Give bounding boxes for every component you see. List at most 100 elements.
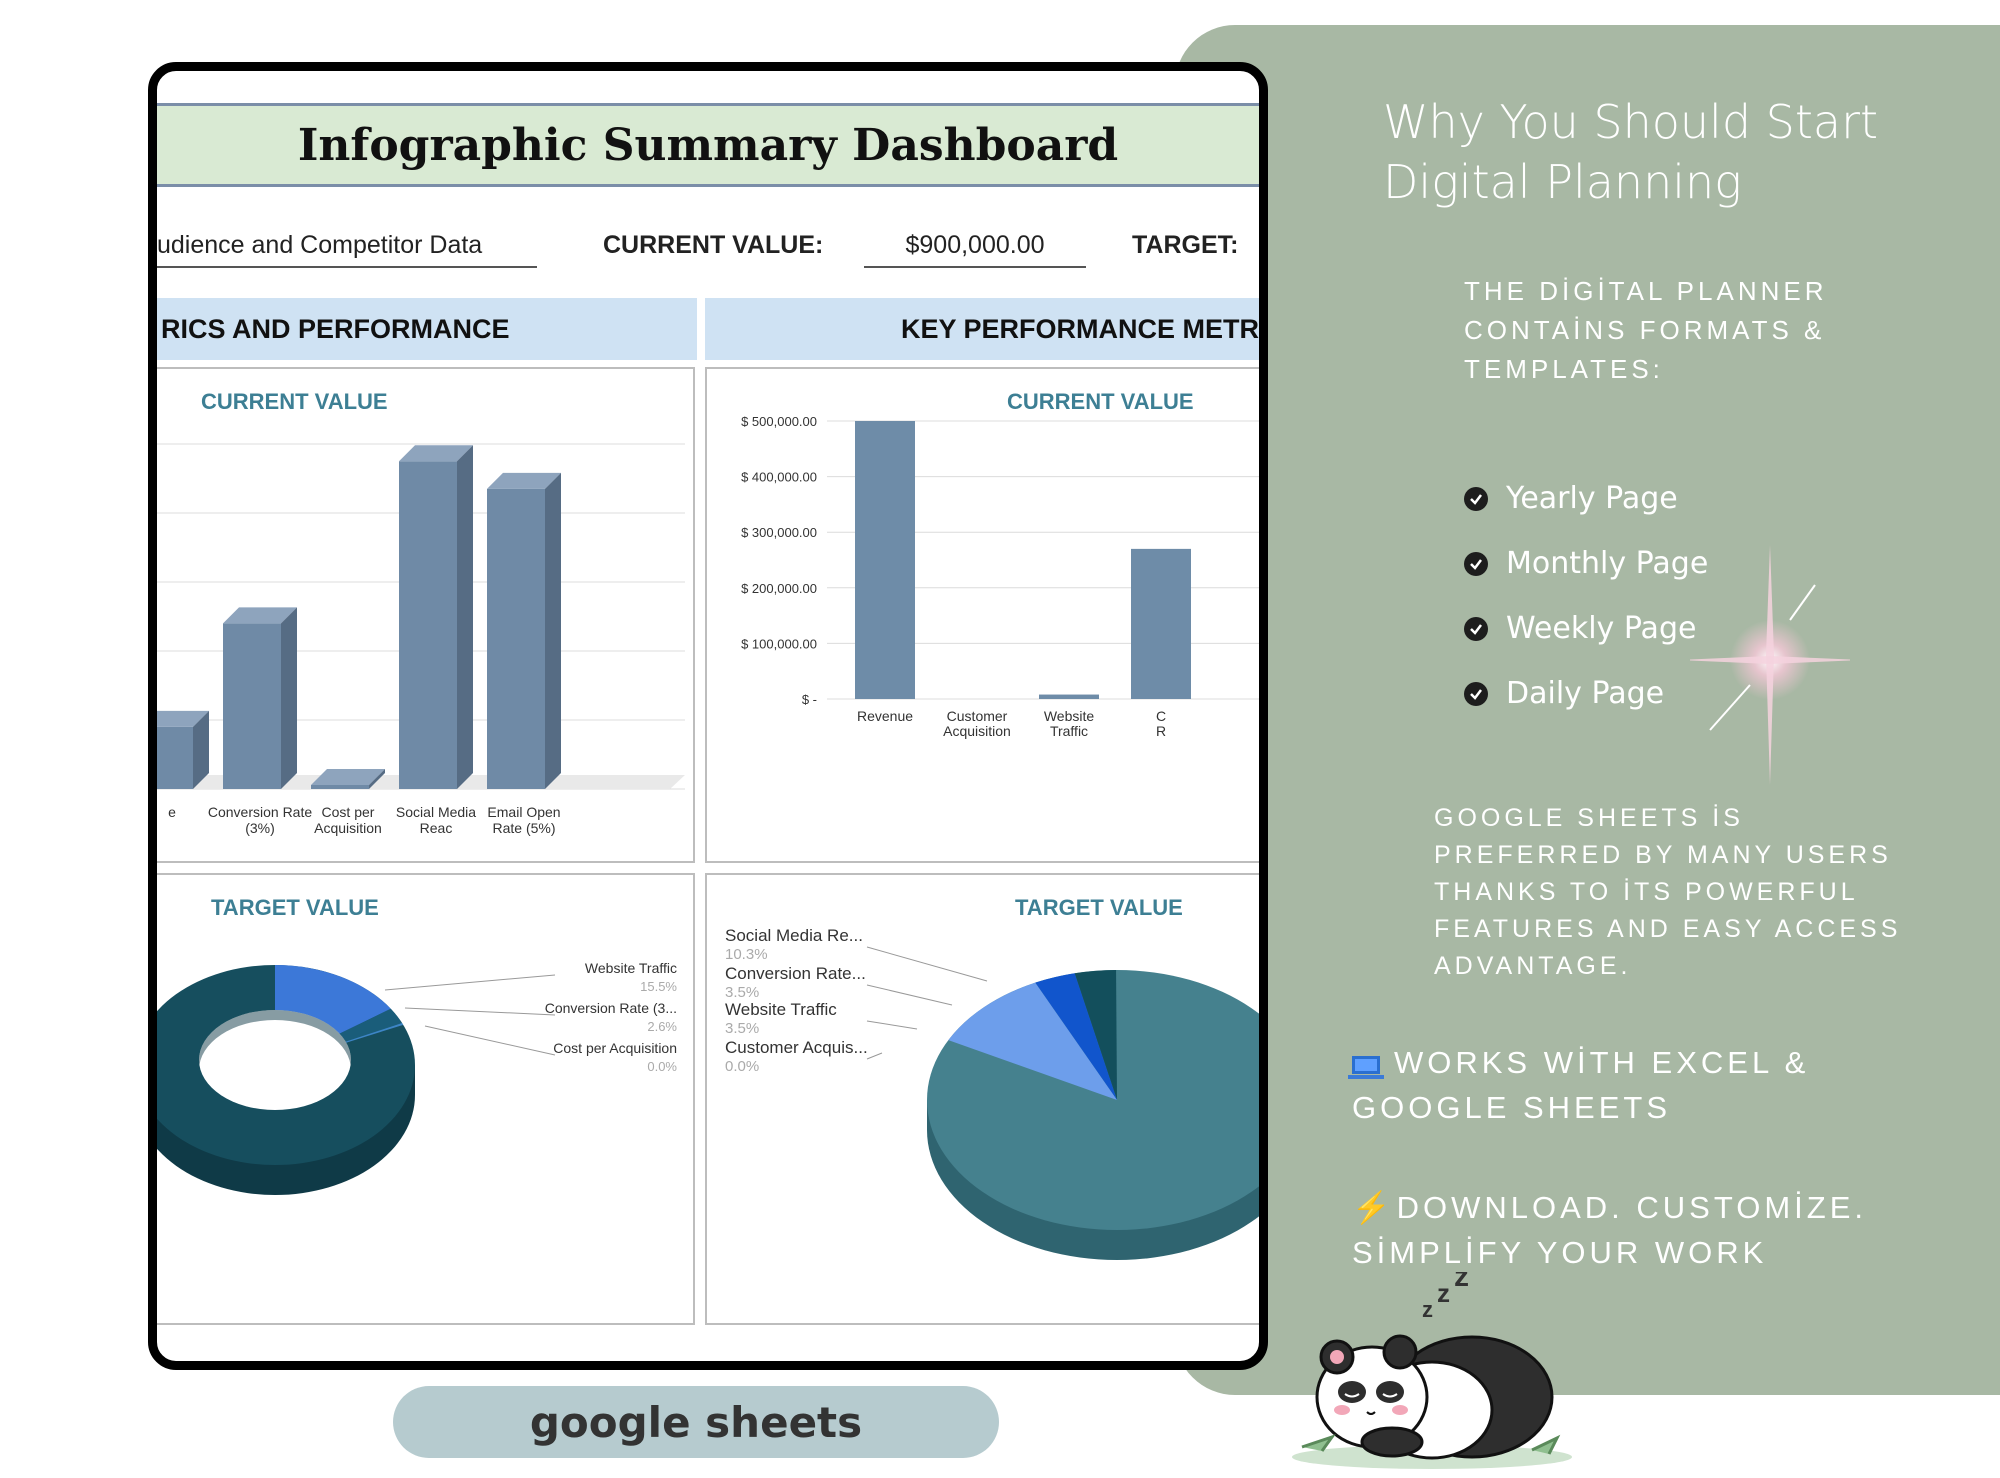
works-with-text: WORKS WİTH EXCEL & GOOGLE SHEETS xyxy=(1352,1045,1810,1125)
svg-text:z: z xyxy=(1437,1278,1450,1308)
bar xyxy=(1039,694,1099,699)
target-label: TARGET: xyxy=(1132,231,1239,259)
donut-chart-left: Website Traffic 15.5% Conversion Rate (3..… xyxy=(157,960,677,1195)
legend-label: Cost per Acquisition xyxy=(553,1040,677,1056)
feature-label: Daily Page xyxy=(1506,676,1665,711)
chart-title: TARGET VALUE xyxy=(211,895,379,920)
info-row: udience and Competitor Data CURRENT VALU… xyxy=(157,231,1259,291)
laptop-icon xyxy=(1348,1055,1384,1079)
bar xyxy=(855,421,915,699)
bar-top xyxy=(157,710,209,727)
current-value-field[interactable]: $900,000.00 xyxy=(864,231,1086,268)
y-tick-label: $ 400,000.00 xyxy=(741,470,817,485)
chart-panel-current-left: CURRENT VALUE e Conversion Rate (3%) Cost p… xyxy=(157,367,695,863)
bar-top xyxy=(487,472,561,489)
list-item: Weekly Page xyxy=(1464,596,1708,661)
side-title: Why You Should Start Digital Planning xyxy=(1383,95,1879,209)
value-label: 0.0% xyxy=(725,1058,759,1075)
panda-illustration: z z z xyxy=(1292,1272,1572,1469)
chart-panel-target-left: TARGET VALUE Website Traffic 15.5% Convers… xyxy=(157,873,695,1325)
leader-line xyxy=(866,1052,883,1060)
bar-chart-right: $ 500,000.00 $ 400,000.00 $ 300,000.00 $ 20… xyxy=(741,414,1259,739)
badge-label: google sheets xyxy=(529,1397,863,1447)
value-label: 3.5% xyxy=(725,984,759,1001)
y-tick-label: $ 100,000.00 xyxy=(741,636,817,651)
bar-side xyxy=(281,607,297,789)
pie-slice xyxy=(948,982,1117,1100)
legend-label: Customer Acquis... xyxy=(725,1038,868,1057)
current-value-label: CURRENT VALUE: xyxy=(603,231,824,259)
google-sheets-badge: google sheets xyxy=(393,1386,999,1458)
section-header-left-label: RICS AND PERFORMANCE xyxy=(161,313,510,344)
bar-side xyxy=(457,445,473,789)
bar xyxy=(487,488,545,789)
legend-label: Conversion Rate (3... xyxy=(545,1000,677,1016)
data-label: udience and Competitor Data xyxy=(157,231,537,268)
legend-label: Website Traffic xyxy=(585,960,677,976)
side-panel xyxy=(1175,25,2000,1395)
chart-title: CURRENT VALUE xyxy=(1007,389,1194,414)
dashboard-title: Infographic Summary Dashboard xyxy=(297,119,1119,171)
donut-hole xyxy=(199,1010,351,1110)
bar-top xyxy=(311,769,385,785)
tick-label: Reac xyxy=(420,820,453,836)
sparkle-icon xyxy=(1690,545,1850,785)
chart-panel-target-right: TARGET VALUE Social Media Re... 10.3% Conv… xyxy=(705,873,1259,1325)
chart-title: CURRENT VALUE xyxy=(201,389,388,414)
tick-label: C xyxy=(1156,708,1166,724)
dashboard-screenshot: Infographic Summary Dashboard udience an… xyxy=(157,71,1259,1361)
legend-label: Website Traffic xyxy=(725,1000,837,1019)
tick-label: R xyxy=(1156,723,1166,739)
tick-label: Acquisition xyxy=(943,723,1011,739)
leader-line xyxy=(404,1007,556,1016)
legend-label: Conversion Rate... xyxy=(725,964,866,983)
bar xyxy=(399,461,457,789)
download-line: ⚡DOWNLOAD. CUSTOMİZE. SİMPLİFY YOUR WORK xyxy=(1352,1185,1912,1275)
section-header-right-label: KEY PERFORMANCE METR xyxy=(900,313,1259,344)
svg-text:z: z xyxy=(1422,1297,1433,1322)
leader-line xyxy=(866,946,988,982)
tick-label: Email Open xyxy=(487,804,560,820)
side-paragraph: GOOGLE SHEETS İS PREFERRED BY MANY USERS… xyxy=(1434,804,1902,980)
list-item: Monthly Page xyxy=(1464,531,1708,596)
value-label: 3.5% xyxy=(725,1020,759,1037)
value-label: 0.0% xyxy=(647,1059,677,1074)
leader-line xyxy=(424,1025,556,1056)
chart-panel-current-right: CURRENT VALUE $ 500,000.00 $ 400,000.00 $ … xyxy=(705,367,1259,863)
value-label: 10.3% xyxy=(725,946,768,963)
dashboard-header: Infographic Summary Dashboard xyxy=(157,103,1259,187)
list-item: Daily Page xyxy=(1464,661,1708,726)
check-icon xyxy=(1464,551,1488,576)
section-header-right: KEY PERFORMANCE METR xyxy=(705,298,1259,360)
tick-label: Revenue xyxy=(857,708,913,724)
section-header-left: RICS AND PERFORMANCE xyxy=(157,298,697,360)
bar-top xyxy=(399,445,473,462)
y-tick-label: $ 300,000.00 xyxy=(741,525,817,540)
device-frame: Infographic Summary Dashboard udience an… xyxy=(148,62,1268,1370)
bar xyxy=(311,785,369,789)
feature-label: Yearly Page xyxy=(1506,481,1678,516)
value-label: 15.5% xyxy=(640,979,677,994)
tick-label: Social Media xyxy=(396,804,476,820)
pie-chart-right: Social Media Re...10.3%Conversion Rate..… xyxy=(725,926,1259,1260)
svg-text:z: z xyxy=(1454,1272,1469,1293)
feature-list: Yearly Page Monthly Page Weekly Page Dai… xyxy=(1464,466,1708,726)
side-subtitle: THE DİGİTAL PLANNER CONTAİNS FORMATS & T… xyxy=(1464,276,1828,384)
tick-label: Traffic xyxy=(1050,723,1088,739)
leader-line xyxy=(384,974,556,991)
lightning-icon: ⚡ xyxy=(1352,1190,1395,1225)
tick-label: e xyxy=(168,804,176,820)
donut-hole-edge xyxy=(199,1010,351,1070)
legend-label: Social Media Re... xyxy=(725,926,863,945)
pie-slice xyxy=(1074,970,1117,1100)
y-tick-label: $ 200,000.00 xyxy=(741,581,817,596)
check-icon xyxy=(1464,486,1488,511)
tick-label: Acquisition xyxy=(314,820,382,836)
pie-slice xyxy=(1035,973,1117,1100)
chart-title: TARGET VALUE xyxy=(1015,895,1183,920)
bar-side xyxy=(545,472,561,789)
works-with-line: WORKS WİTH EXCEL & GOOGLE SHEETS xyxy=(1348,1040,1912,1130)
tick-label: Cost per xyxy=(322,804,375,820)
value-label: 2.6% xyxy=(647,1019,677,1034)
